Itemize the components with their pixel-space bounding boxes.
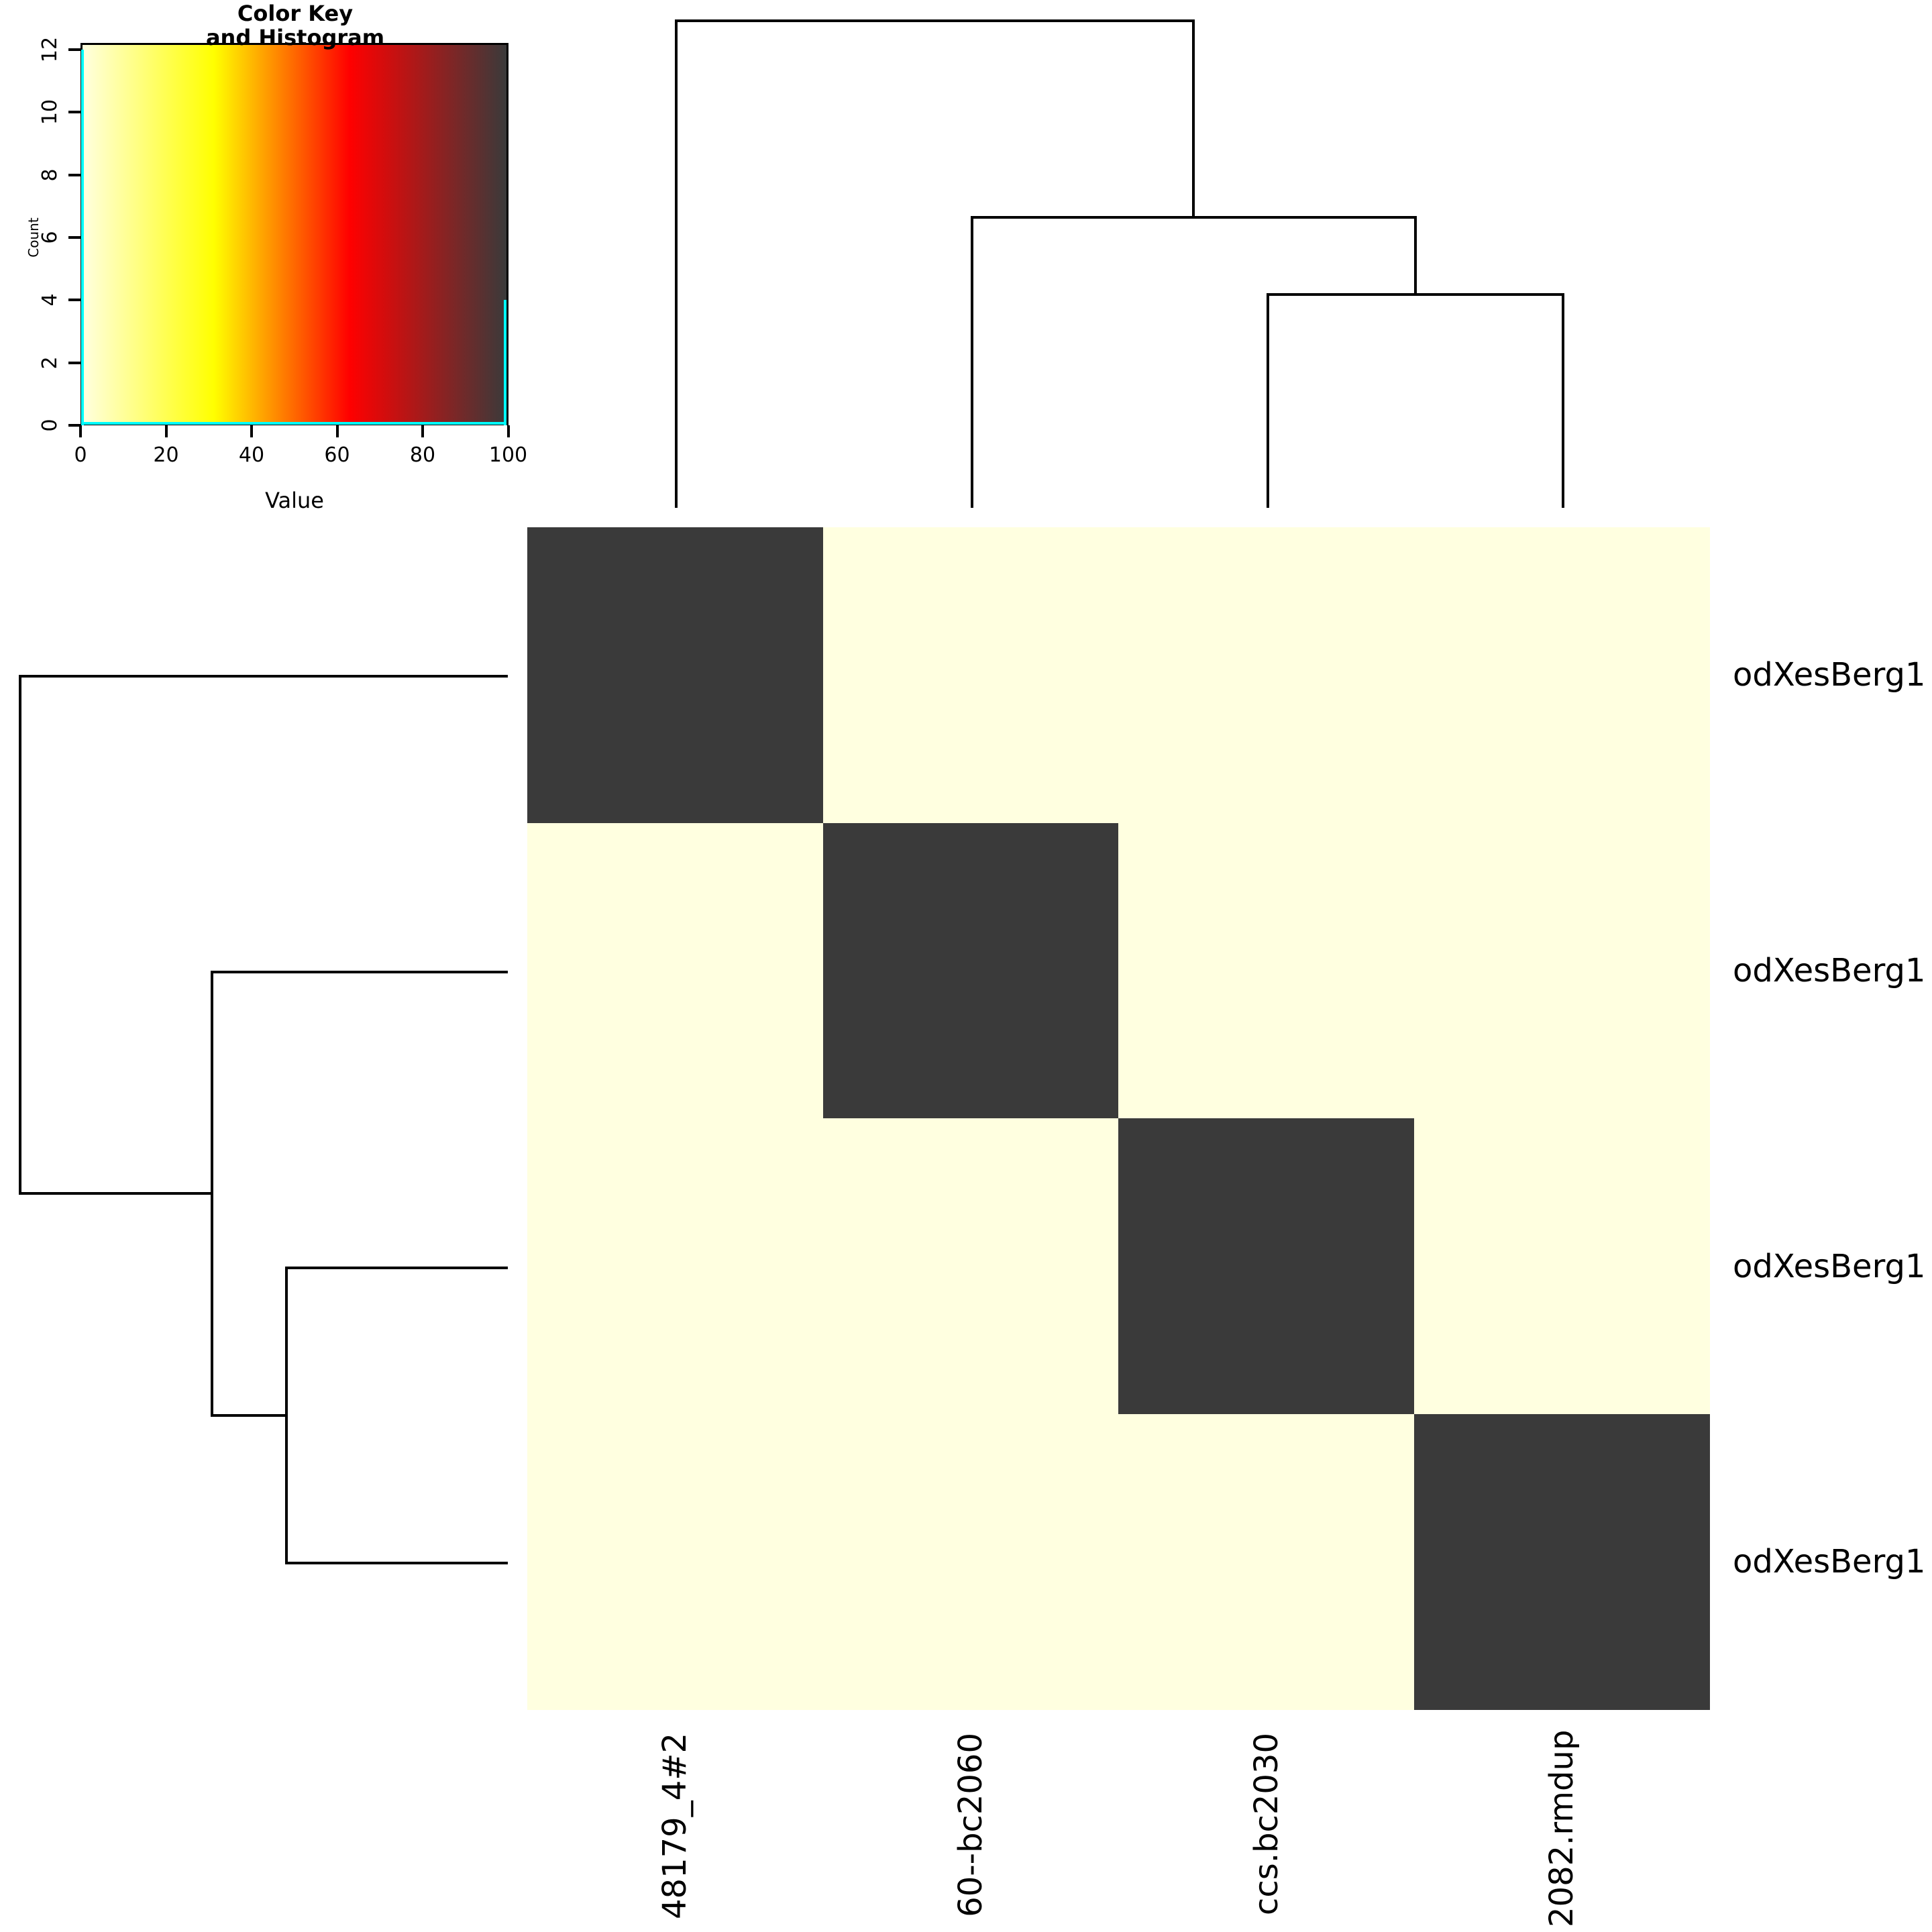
y-tick bbox=[68, 424, 80, 427]
dendrogram-segment bbox=[675, 19, 1192, 22]
y-tick-label: 4 bbox=[38, 293, 62, 307]
y-tick bbox=[68, 173, 80, 176]
row-label: odXesBerg1 bbox=[1733, 952, 1926, 989]
y-tick bbox=[68, 48, 80, 51]
y-tick-label: 2 bbox=[38, 356, 62, 370]
heatmap-cell bbox=[823, 823, 1118, 1118]
dendrogram-segment bbox=[1562, 293, 1564, 508]
histogram-trace-left bbox=[81, 50, 84, 425]
x-tick bbox=[164, 425, 168, 437]
x-tick bbox=[506, 425, 510, 437]
y-tick-label: 12 bbox=[38, 36, 62, 63]
dendrogram-segment bbox=[285, 1267, 288, 1562]
dendrogram-segment bbox=[211, 971, 508, 973]
x-tick-label: 100 bbox=[488, 443, 528, 467]
value-axis-label: Value bbox=[265, 488, 324, 513]
y-tick bbox=[68, 361, 80, 364]
heatmap-cell bbox=[1414, 823, 1710, 1118]
y-tick-label: 10 bbox=[38, 99, 62, 125]
y-tick bbox=[68, 299, 80, 302]
color-key-title: Color Key and Histogram bbox=[94, 1, 496, 50]
row-label: odXesBerg1 bbox=[1733, 1543, 1926, 1580]
histogram-trace-right bbox=[503, 300, 506, 425]
row-label: odXesBerg1 bbox=[1733, 1248, 1926, 1285]
dendrogram-segment bbox=[19, 675, 508, 678]
row-label: odXesBerg1 bbox=[1733, 656, 1926, 694]
dendrogram-segment bbox=[285, 1562, 508, 1564]
heatmap-cell bbox=[527, 1414, 823, 1710]
dendrogram-segment bbox=[971, 216, 1414, 219]
col-label: 2082.rmdup bbox=[1543, 1729, 1580, 1927]
x-tick bbox=[335, 425, 339, 437]
x-tick-label: 40 bbox=[238, 443, 265, 467]
col-label: 60--bc2060 bbox=[952, 1733, 989, 1917]
y-tick-label: 0 bbox=[38, 419, 62, 432]
heatmap-cell bbox=[1118, 527, 1414, 823]
y-tick bbox=[68, 111, 80, 114]
dendrogram-segment bbox=[19, 1192, 211, 1195]
dendrogram-segment bbox=[19, 675, 21, 1192]
color-key-title-line1: Color Key bbox=[237, 1, 354, 26]
dendrogram-segment bbox=[1414, 216, 1417, 293]
col-label: 48179_4#2 bbox=[656, 1733, 694, 1919]
x-tick-label: 0 bbox=[74, 443, 87, 467]
color-key-gradient bbox=[80, 43, 508, 425]
dendrogram-segment bbox=[1267, 293, 1562, 296]
dendrogram-segment bbox=[211, 971, 213, 1414]
y-tick-label: 8 bbox=[38, 168, 62, 182]
heatmap-cell bbox=[1118, 823, 1414, 1118]
heatmap-cell bbox=[1414, 1414, 1710, 1710]
heatmap-cell bbox=[527, 823, 823, 1118]
x-tick-label: 20 bbox=[153, 443, 179, 467]
heatmap-cell bbox=[823, 527, 1118, 823]
x-tick-label: 60 bbox=[324, 443, 350, 467]
x-tick bbox=[421, 425, 424, 437]
x-tick bbox=[250, 425, 253, 437]
heatmap-cell bbox=[527, 527, 823, 823]
col-label: ccs.bc2030 bbox=[1248, 1733, 1285, 1916]
dendrogram-segment bbox=[971, 216, 973, 508]
x-tick-label: 80 bbox=[409, 443, 436, 467]
heatmap-cell bbox=[527, 1118, 823, 1414]
count-axis-label: Count bbox=[25, 217, 42, 258]
heatmap-cell bbox=[1118, 1414, 1414, 1710]
heatmap-cell bbox=[1414, 1118, 1710, 1414]
dendrogram-segment bbox=[1267, 293, 1269, 508]
color-key-title-line2: and Histogram bbox=[205, 25, 385, 50]
dendrogram-segment bbox=[211, 1414, 285, 1417]
y-tick bbox=[68, 236, 80, 239]
histogram-trace-bottom bbox=[81, 422, 506, 425]
dendrogram-segment bbox=[1192, 19, 1195, 216]
dendrogram-segment bbox=[675, 19, 678, 508]
x-tick bbox=[79, 425, 82, 437]
dendrogram-segment bbox=[285, 1267, 508, 1269]
heatmap-cell bbox=[823, 1118, 1118, 1414]
heatmap-cell bbox=[1414, 527, 1710, 823]
heatmap-cell bbox=[823, 1414, 1118, 1710]
heatmap-cell bbox=[1118, 1118, 1414, 1414]
